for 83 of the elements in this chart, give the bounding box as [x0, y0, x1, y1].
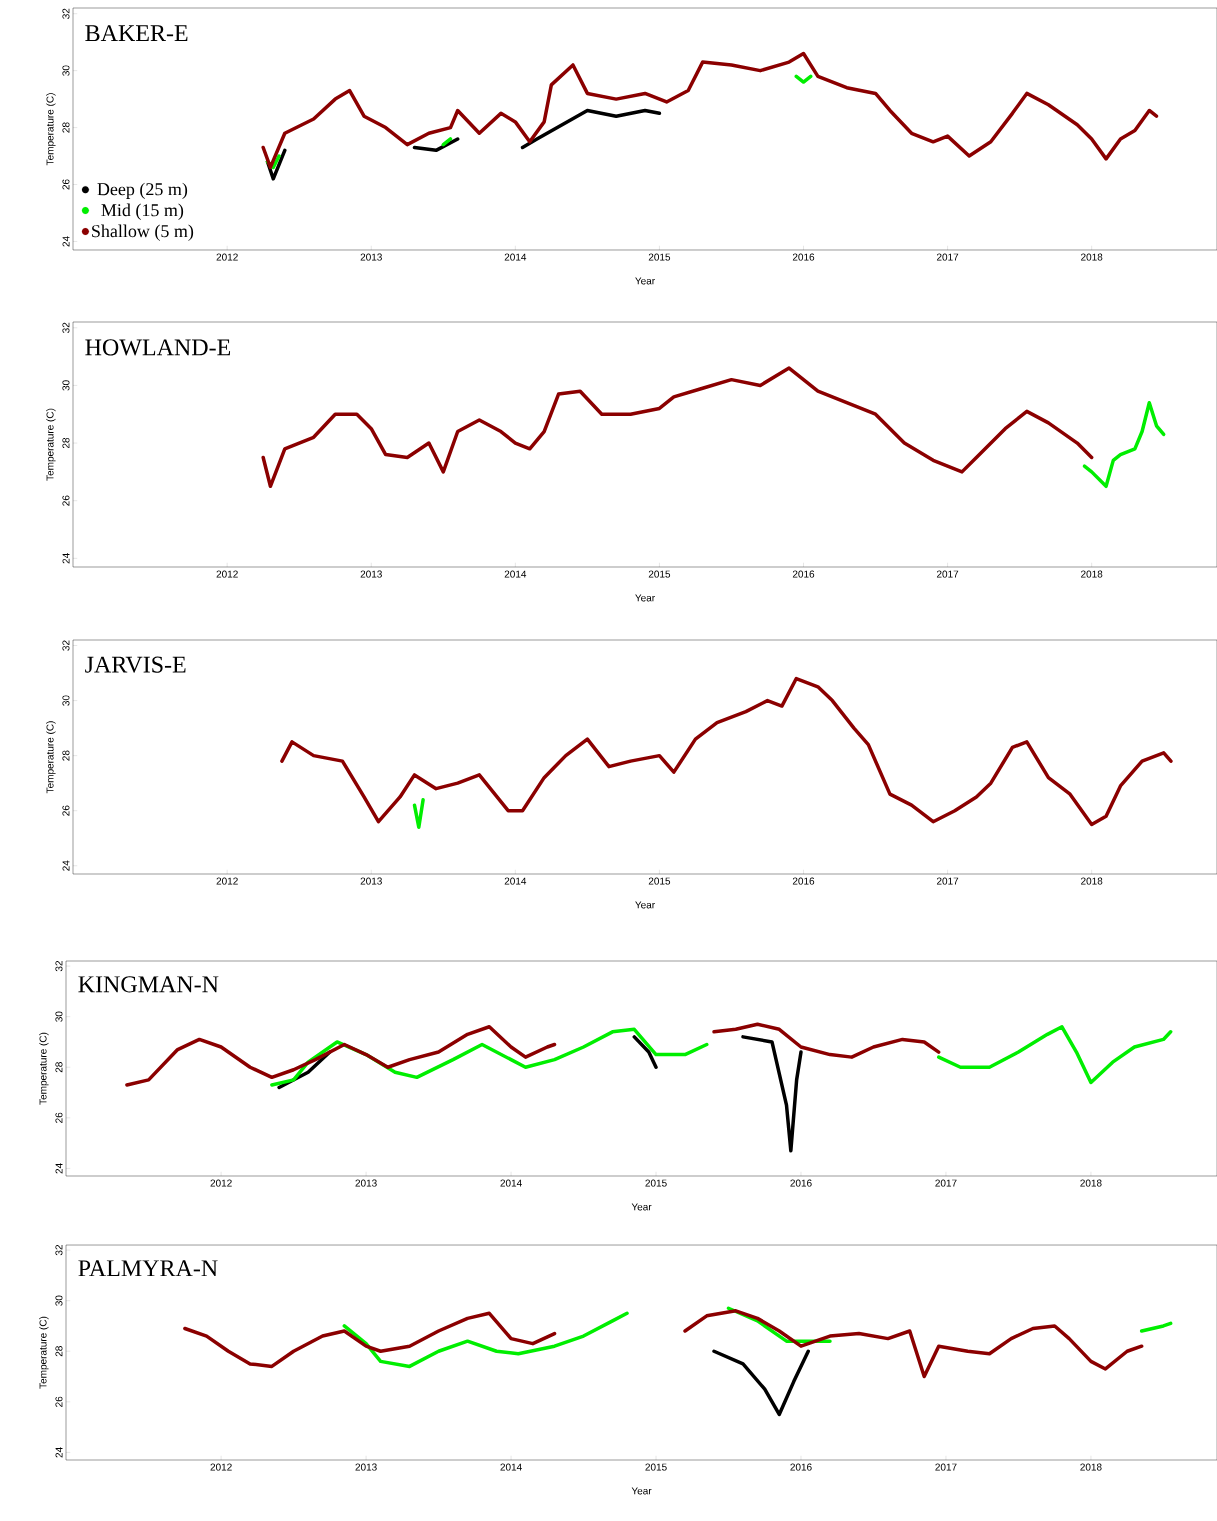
x-tick-label: 2018: [1081, 253, 1103, 261]
y-axis-title: Temperature (C): [39, 1316, 49, 1389]
y-tick-label: 28: [62, 122, 70, 133]
y-tick-label: 32: [55, 961, 63, 972]
x-tick-label: 2018: [1080, 1179, 1102, 1187]
y-tick-label: 28: [55, 1346, 63, 1357]
legend-label: Deep (25 m): [97, 182, 188, 199]
y-tick-label: 30: [62, 695, 70, 706]
y-tick-label: 24: [62, 553, 70, 564]
y-tick-label: 24: [62, 236, 70, 247]
x-tick-label: 2017: [936, 570, 959, 578]
chart-title: KINGMAN-N: [78, 976, 219, 993]
x-tick-label: 2015: [645, 1179, 667, 1187]
line-series: [280, 676, 1173, 827]
y-tick-label: 30: [62, 65, 70, 76]
legend-label: Shallow (5 m): [92, 224, 194, 241]
x-tick-label: 2018: [1080, 1463, 1102, 1471]
x-tick-label: 2013: [360, 253, 382, 261]
y-axis-title: Temperature (C): [46, 721, 56, 794]
x-tick-label: 2013: [355, 1179, 377, 1187]
x-tick-label: 2017: [935, 1463, 957, 1471]
x-tick-label: 2016: [792, 253, 815, 261]
x-tick-label: 2015: [648, 570, 671, 578]
x-tick-label: 2012: [210, 1463, 232, 1471]
x-tick-label: 2017: [935, 1179, 957, 1187]
chart-title: PALMYRA-N: [78, 1260, 218, 1277]
x-tick-label: 2014: [500, 1463, 522, 1471]
y-tick-label: 26: [55, 1396, 63, 1407]
x-tick-label: 2016: [792, 877, 815, 885]
y-tick-label: 30: [55, 1011, 63, 1022]
x-tick-label: 2014: [504, 877, 527, 885]
x-tick-label: 2013: [360, 877, 382, 885]
x-tick-label: 2017: [936, 877, 959, 885]
text: HOWLAND-E: [85, 339, 231, 356]
y-tick-label: 24: [55, 1163, 63, 1174]
x-axis-title: Year: [631, 1487, 652, 1495]
x-axis-title: Year: [635, 277, 655, 285]
x-tick-label: 2013: [355, 1463, 377, 1471]
y-tick-label: 28: [55, 1062, 63, 1073]
y-tick-label: 26: [62, 805, 70, 816]
y-axis-title: Temperature (C): [46, 408, 56, 481]
x-tick-label: 2012: [216, 253, 238, 261]
x-tick-label: 2018: [1081, 877, 1103, 885]
line-series: [261, 366, 1094, 489]
y-tick-label: 28: [62, 750, 70, 761]
y-tick-label: 30: [55, 1295, 63, 1306]
line-series: [261, 51, 1159, 170]
x-tick-label: 2017: [936, 253, 959, 261]
x-tick-label: 2016: [792, 570, 815, 578]
text: BAKER-E: [85, 25, 188, 42]
x-axis-title: Year: [635, 594, 655, 602]
x-tick-label: 2012: [216, 570, 238, 578]
y-axis-title: Temperature (C): [39, 1032, 49, 1105]
x-tick-label: 2015: [648, 253, 671, 261]
x-tick-label: 2016: [790, 1179, 812, 1187]
y-tick-label: 24: [55, 1447, 63, 1458]
x-tick-label: 2014: [500, 1179, 522, 1187]
line-series: [712, 1349, 810, 1417]
legend-label: Mid (15 m): [101, 203, 184, 220]
y-tick-label: 28: [62, 437, 70, 449]
y-tick-label: 26: [62, 179, 70, 190]
y-tick-label: 32: [62, 322, 70, 333]
x-axis-title: Year: [635, 901, 655, 909]
x-tick-label: 2014: [504, 253, 527, 261]
y-tick-label: 26: [55, 1112, 63, 1123]
y-tick-label: 32: [55, 1245, 63, 1256]
x-tick-label: 2018: [1081, 570, 1103, 578]
x-tick-label: 2014: [504, 570, 527, 578]
x-tick-label: 2015: [645, 1463, 667, 1471]
x-axis-title: Year: [631, 1203, 652, 1211]
y-tick-label: 32: [62, 640, 70, 651]
x-tick-label: 2016: [790, 1463, 812, 1471]
y-tick-label: 30: [62, 380, 70, 391]
text: JARVIS-E: [85, 656, 186, 673]
y-tick-label: 32: [62, 8, 70, 19]
x-tick-label: 2012: [216, 877, 238, 885]
y-tick-label: 24: [62, 860, 70, 871]
y-tick-label: 26: [62, 495, 70, 506]
y-axis-title: Temperature (C): [46, 93, 56, 166]
x-tick-label: 2015: [648, 877, 671, 885]
line-series: [1082, 400, 1166, 489]
x-tick-label: 2013: [360, 570, 382, 578]
x-tick-label: 2012: [210, 1179, 232, 1187]
